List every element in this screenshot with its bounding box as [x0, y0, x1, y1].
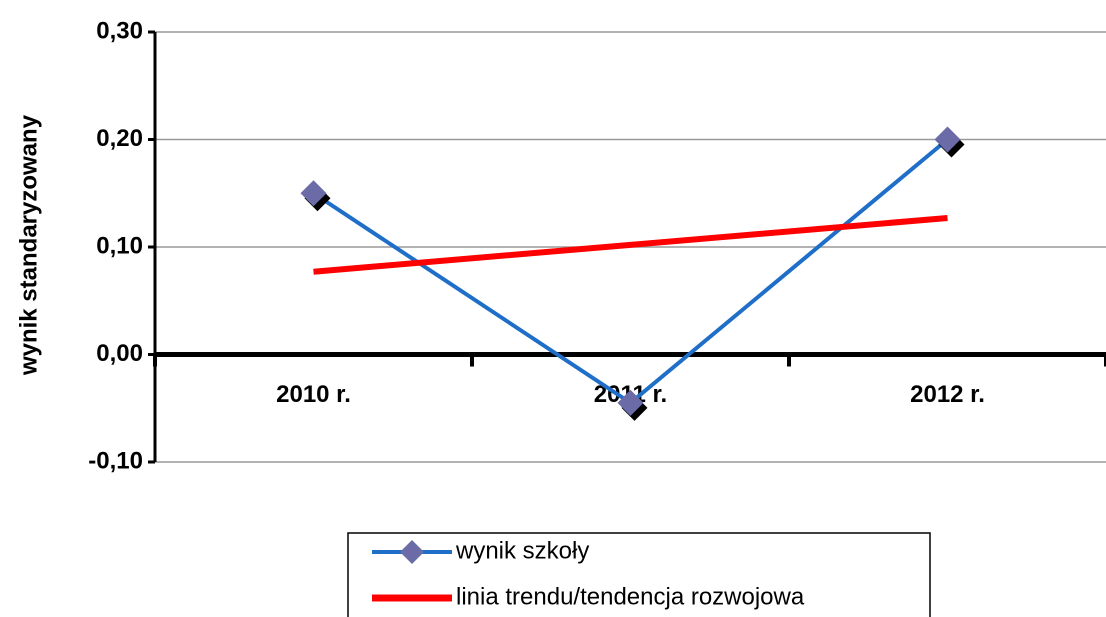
- y-tick-label: 0,20: [96, 125, 143, 152]
- y-axis-title: wynik standaryzowany: [15, 114, 42, 376]
- y-tick-label: -0,10: [88, 447, 143, 474]
- series-line: [314, 140, 948, 403]
- legend-label: linia trendu/tendencja rozwojowa: [456, 583, 805, 610]
- legend-label: wynik szkoły: [455, 537, 589, 564]
- x-tick-label: 2012 r.: [910, 381, 985, 408]
- y-tick-label: 0,00: [96, 340, 143, 367]
- trend-line: [314, 218, 948, 272]
- chart: wynik standaryzowany -0,10 0,00 0,10 0,20 0,…: [0, 0, 1106, 617]
- x-tick-label: 2010 r.: [276, 381, 351, 408]
- y-tick-label: 0,30: [96, 17, 143, 44]
- y-tick-label: 0,10: [96, 232, 143, 259]
